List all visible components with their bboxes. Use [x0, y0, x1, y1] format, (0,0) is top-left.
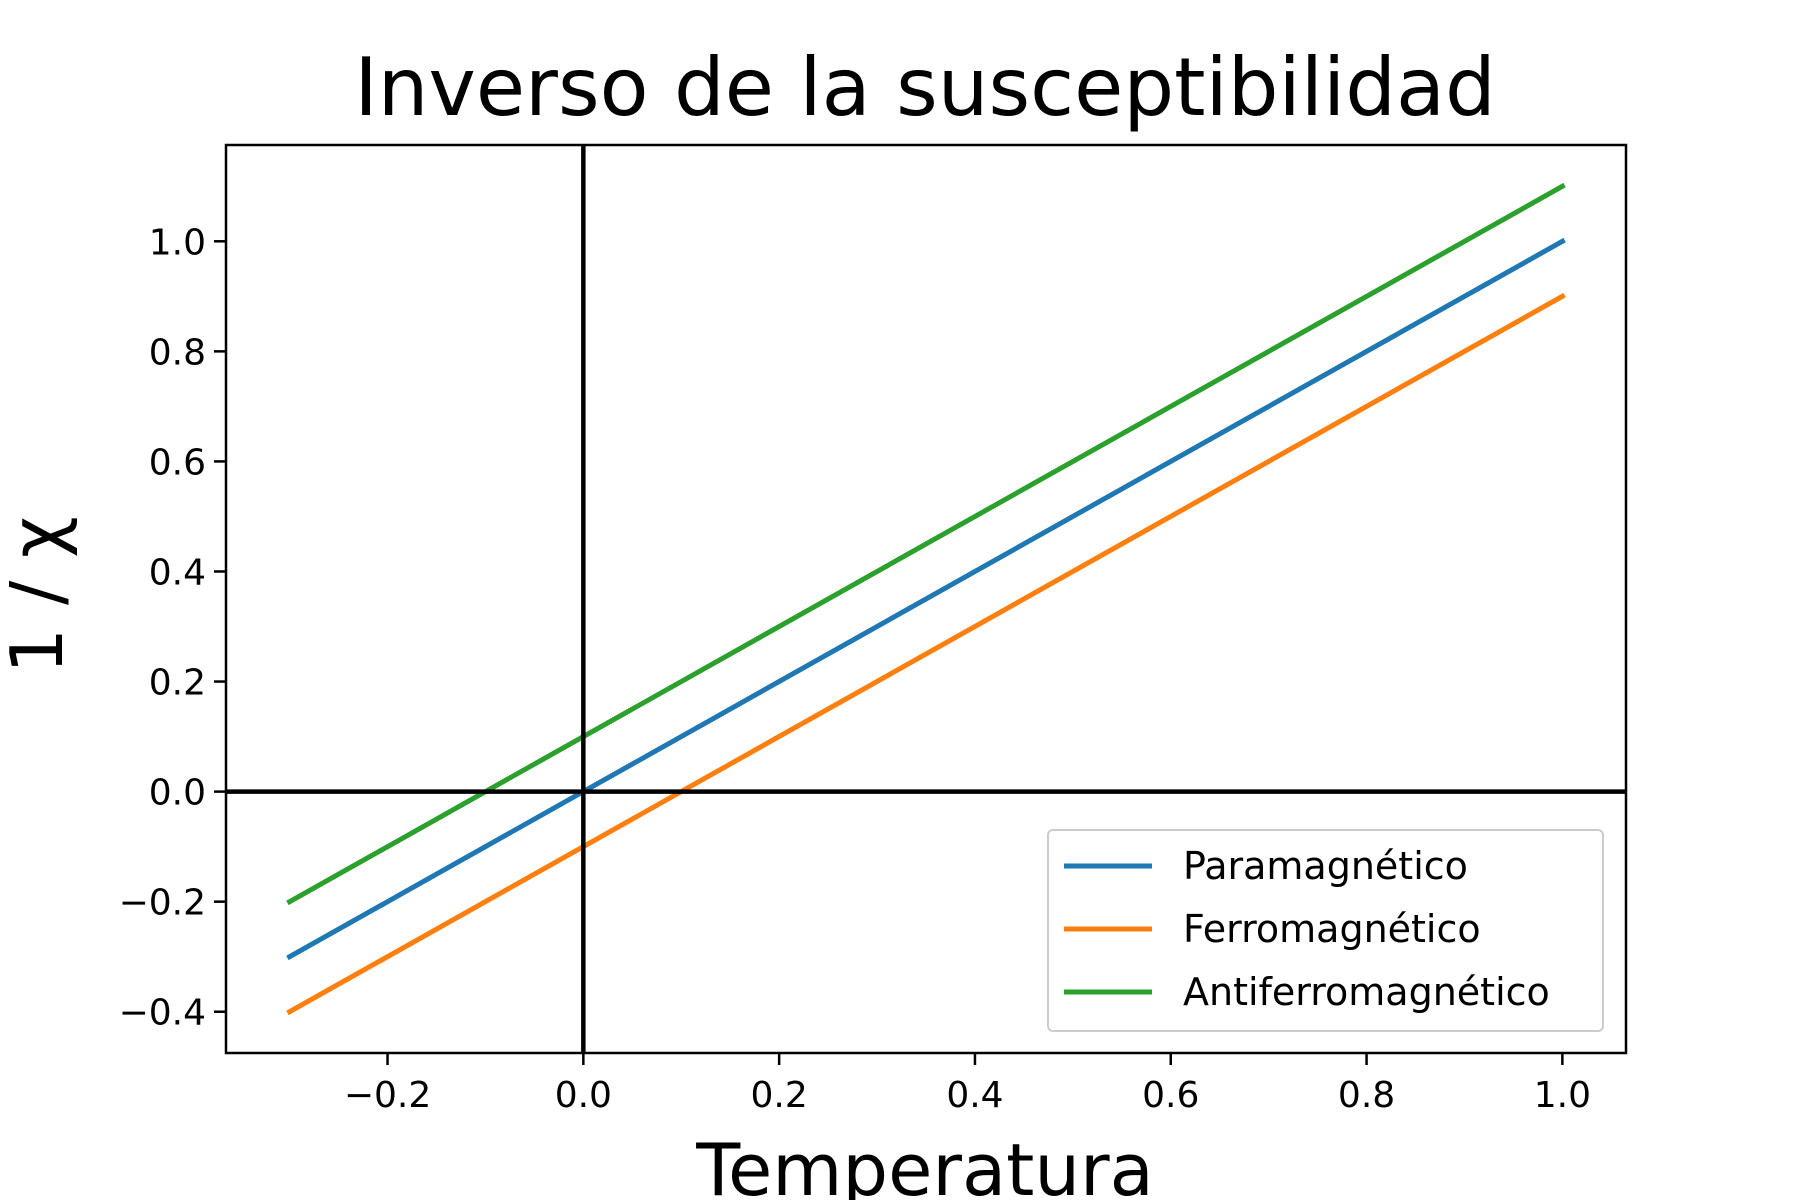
y-tick-label: 0.8	[149, 332, 206, 373]
y-axis: −0.4 −0.2 0.0 0.2 0.4 0.6 0.8 1.0	[119, 222, 226, 1034]
y-tick-label: 0.2	[149, 663, 206, 704]
x-axis: −0.2 0.0 0.2 0.4 0.6 0.8 1.0	[344, 1053, 1591, 1116]
x-tick-label: 0.2	[751, 1075, 808, 1116]
reference-lines	[226, 145, 1626, 1053]
series-line-3	[286, 182, 1566, 906]
x-tick-label: 0.6	[1142, 1075, 1199, 1116]
axes-frame	[224, 143, 1628, 1055]
x-tick-label: 0.0	[555, 1075, 612, 1116]
y-tick-label: 0.0	[149, 773, 206, 814]
legend-label-2: Ferromagnético	[1183, 907, 1481, 951]
plot-area	[224, 143, 1628, 1055]
series-layer	[286, 182, 1566, 1016]
legend: Paramagnético Ferromagnético Antiferromagn…	[1047, 829, 1604, 1032]
x-tick-label: 0.4	[946, 1075, 1003, 1116]
chart-title: Inverso de la susceptibilidad	[354, 41, 1496, 134]
series-line-2	[286, 292, 1566, 1016]
legend-label-1: Paramagnético	[1183, 844, 1468, 888]
x-tick-label: 0.8	[1338, 1075, 1395, 1116]
y-tick-label: −0.2	[119, 883, 206, 924]
x-axis-label: Temperatura	[695, 1128, 1154, 1200]
y-tick-label: −0.4	[119, 993, 206, 1034]
y-tick-label: 1.0	[149, 222, 206, 263]
legend-box	[1047, 829, 1604, 1032]
y-tick-label: 0.4	[149, 552, 206, 593]
series-line-1	[286, 237, 1566, 961]
y-tick-label: 0.6	[149, 442, 206, 483]
y-axis-label: 1 / χ	[0, 516, 79, 673]
x-tick-label: 1.0	[1534, 1075, 1591, 1116]
x-tick-label: −0.2	[344, 1075, 431, 1116]
legend-label-3: Antiferromagnético	[1183, 970, 1550, 1014]
